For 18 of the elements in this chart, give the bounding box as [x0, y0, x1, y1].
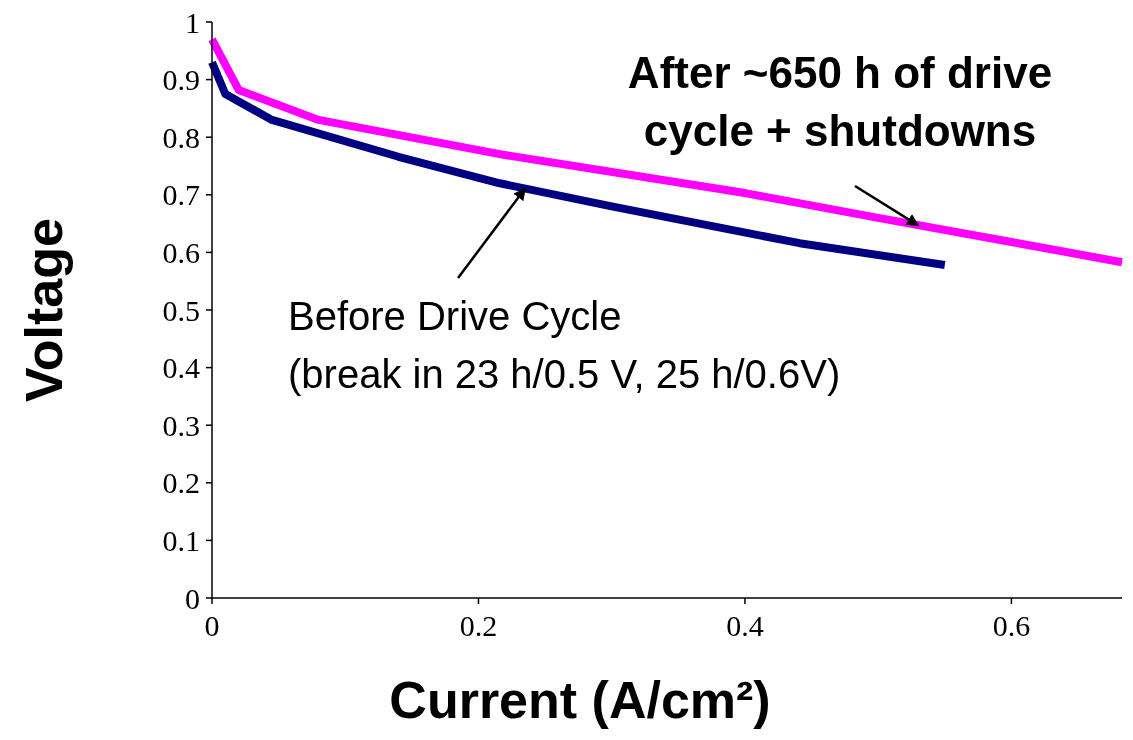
x-axis-title: Current (A/cm²) [389, 671, 771, 729]
annotation: Before Drive Cycle (break in 23 h/0.5 V, 25 h/0.6V) [288, 294, 841, 396]
y-axis-title: Voltage [15, 218, 73, 402]
y-tick-label: 0 [185, 581, 200, 615]
y-tick-label: 0.6 [162, 235, 200, 269]
annotation: After ~650 h of drive cycle + shutdowns [627, 48, 1053, 155]
y-tick-label: 1 [185, 5, 200, 39]
y-tick-label: 0.1 [162, 523, 200, 557]
y-tick-label: 0.2 [162, 466, 200, 500]
y-tick-label: 0.9 [162, 63, 200, 97]
y-tick-label: 0.8 [162, 120, 200, 154]
y-tick-label: 0.7 [162, 178, 200, 212]
y-tick-label: 0.3 [162, 408, 200, 442]
x-tick-label: 0.4 [726, 609, 764, 642]
y-tick-label: 0.4 [162, 351, 200, 385]
x-tick-label: 0.2 [459, 609, 498, 642]
x-tick-label: 0.6 [992, 609, 1031, 642]
y-tick-label: 0.5 [162, 293, 200, 327]
